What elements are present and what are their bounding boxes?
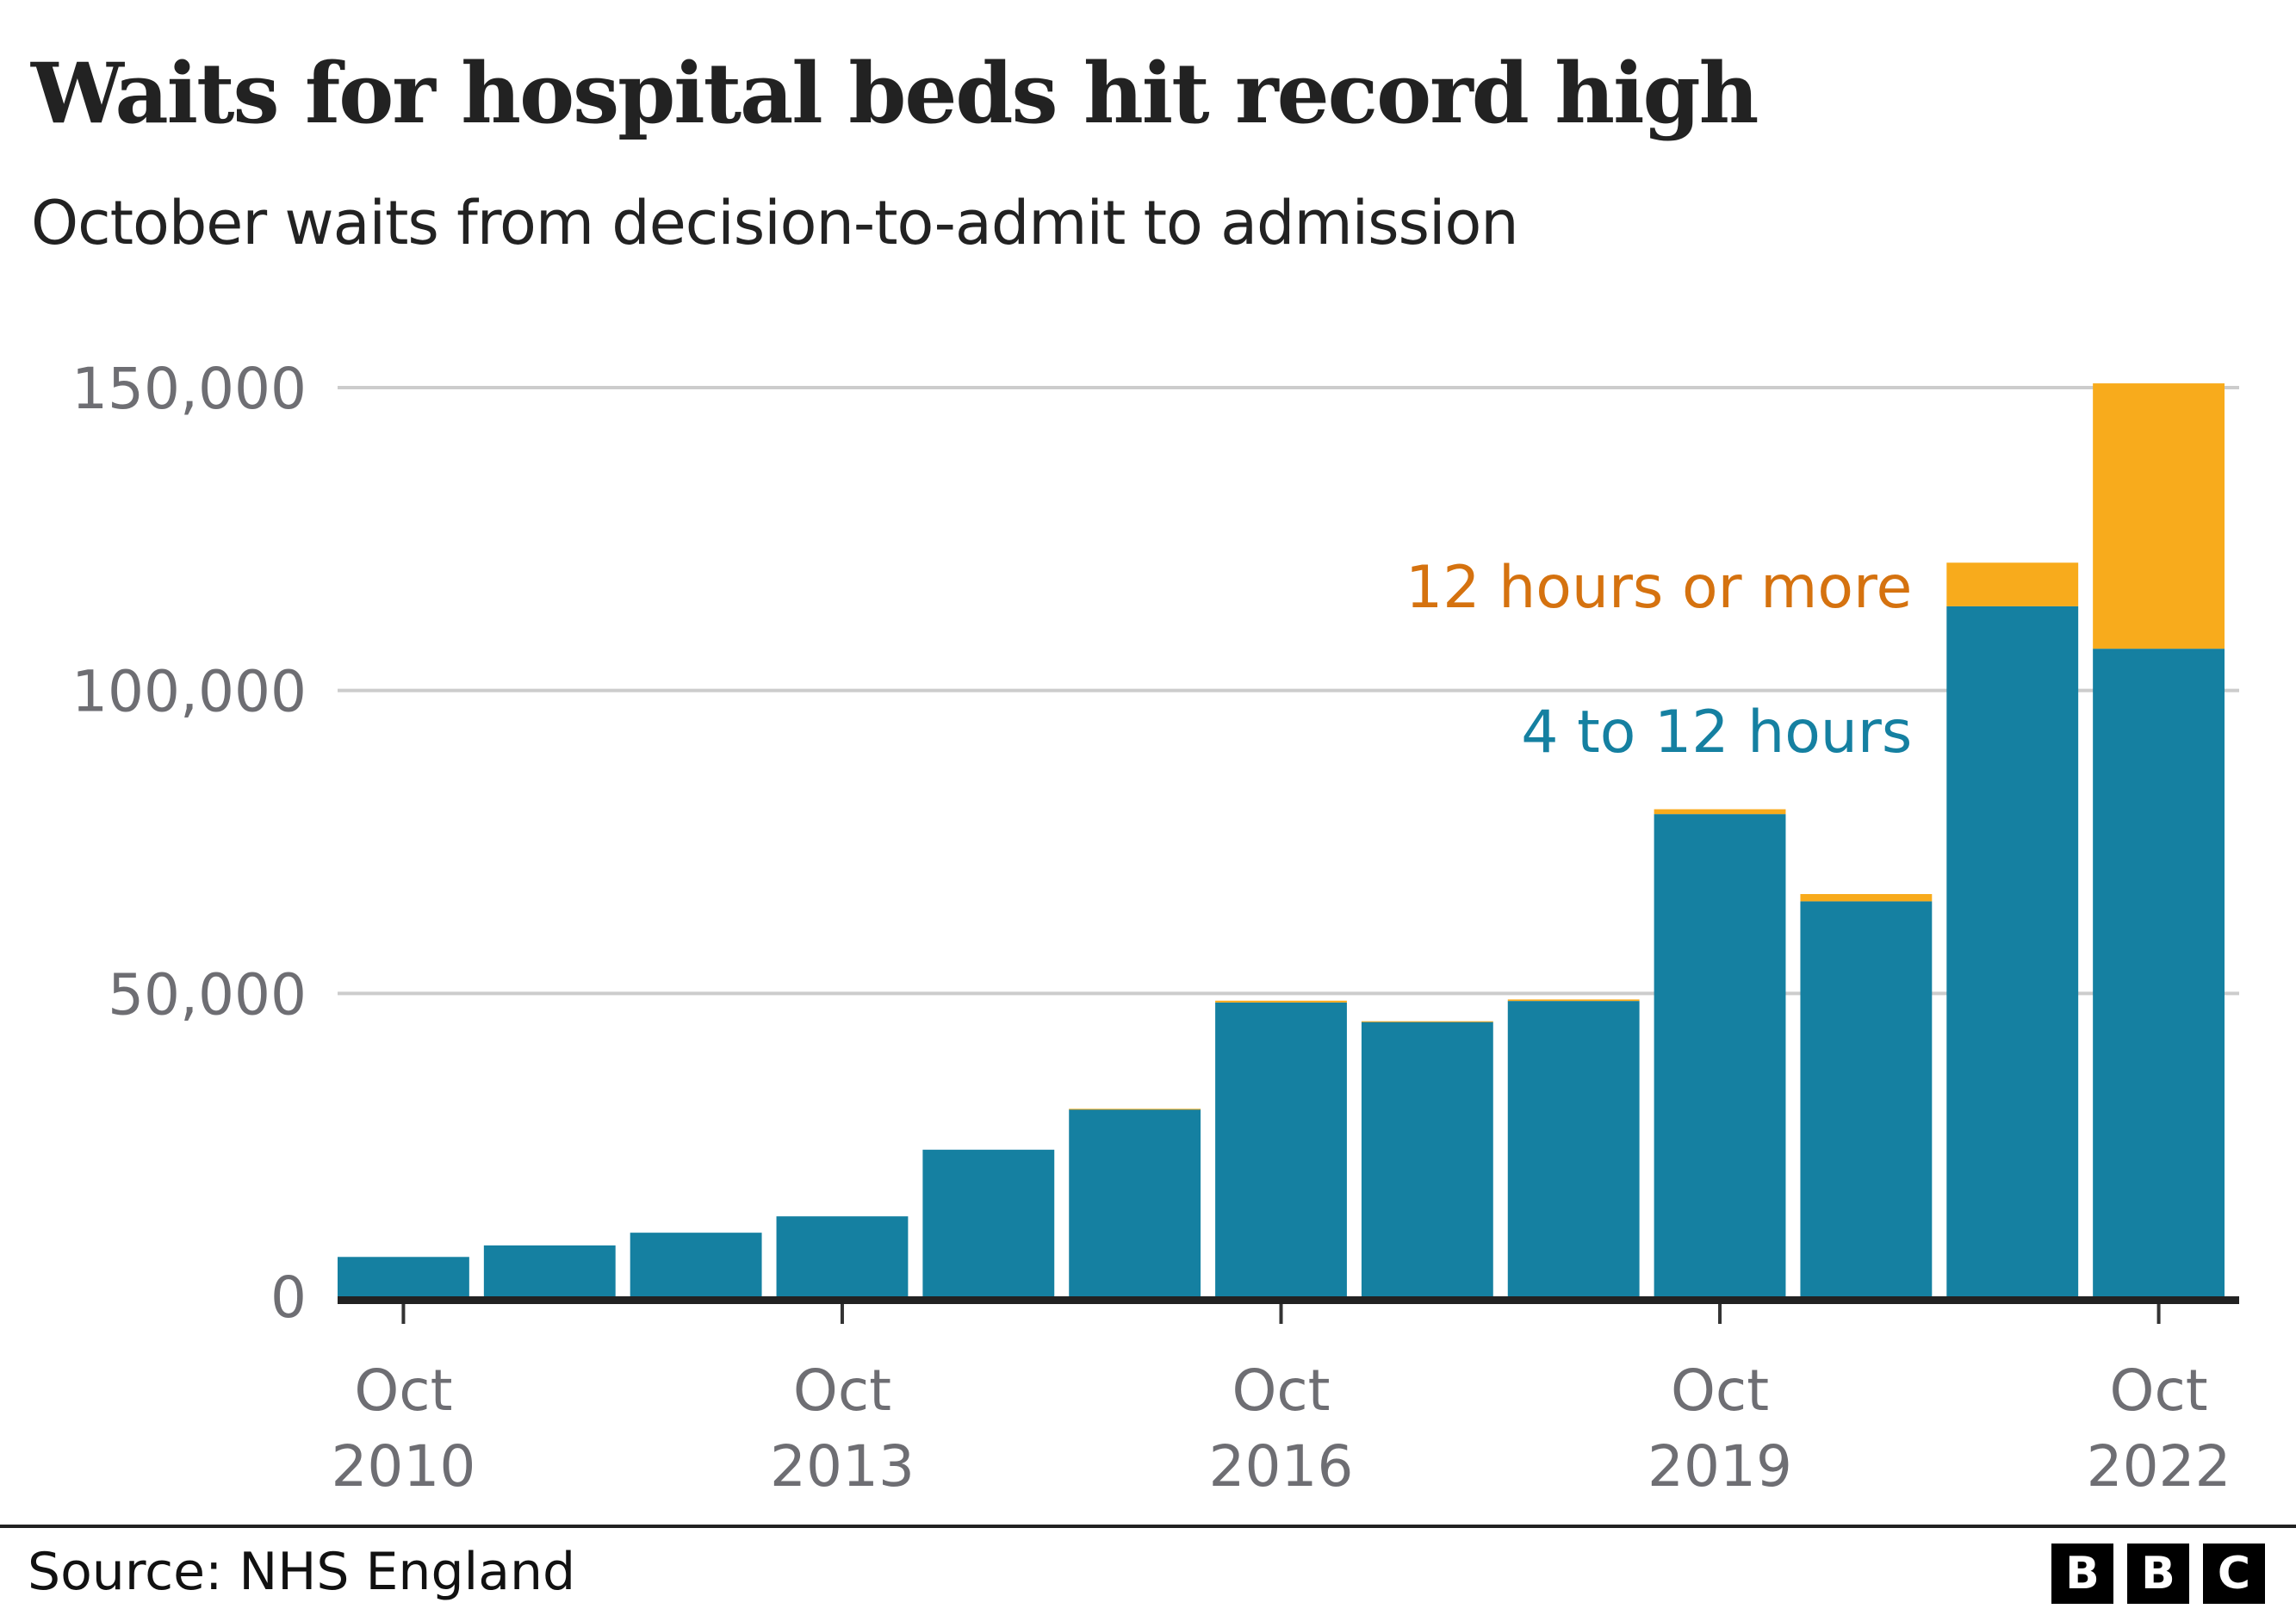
y-tick-label: 50,000 [108,961,307,1028]
bar-4-to-12-hours [338,1257,469,1296]
bar-12-hours-or-more [1946,562,2079,606]
bar-12-hours-or-more [1507,999,1640,1002]
bar-4-to-12-hours [1069,1109,1201,1296]
x-tick-label-month: Oct [1232,1357,1330,1424]
bar-4-to-12-hours [1654,814,1786,1296]
x-tick-label-month: Oct [2110,1357,2208,1424]
bar-4-to-12-hours [922,1149,1055,1296]
x-tick-label-year: 2010 [331,1433,475,1500]
x-axis-ticks: Oct 2010 Oct 2013 Oct 2016 Oct 2019 Oct 2022 [331,1304,2231,1500]
y-axis-ticks: 0 50,000 100,000 150,000 [71,356,307,1331]
bars [338,383,2225,1296]
bar-4-to-12-hours [1507,1001,1640,1296]
x-axis-line [338,1296,2239,1304]
bbc-logo-letter: C [2203,1544,2265,1604]
x-tick-label-year: 2019 [1648,1433,1792,1500]
x-tick-label-year: 2016 [1209,1433,1354,1500]
x-tick-label-year: 2022 [2087,1433,2231,1500]
bar-4-to-12-hours [2093,649,2225,1296]
chart-subtitle: October waits from decision-to-admit to … [31,188,1519,258]
bar-4-to-12-hours [1361,1022,1493,1296]
bar-4-to-12-hours [630,1233,762,1296]
bar-12-hours-or-more [1654,809,1786,815]
x-axis [338,1296,2239,1304]
bar-4-to-12-hours [776,1216,909,1296]
y-tick-label: 100,000 [71,659,307,725]
bar-4-to-12-hours [483,1245,616,1296]
bbc-logo-letter: B [2127,1544,2189,1604]
legend-label-12-hours-or-more: 12 hours or more [1406,554,1912,622]
source-note: Source: NHS England [28,1542,576,1602]
bar-12-hours-or-more [2093,383,2225,649]
bar-4-to-12-hours [1800,901,1933,1296]
bbc-logo-letter: B [2051,1544,2113,1604]
chart-title: Waits for hospital beds hit record high [31,45,1759,142]
bar-4-to-12-hours [1215,1002,1347,1296]
x-tick-label-year: 2013 [770,1433,915,1500]
x-tick-label-month: Oct [793,1357,891,1424]
y-tick-label: 0 [270,1264,307,1331]
bar-12-hours-or-more [1215,1000,1347,1003]
x-tick-label-month: Oct [1671,1357,1769,1424]
bar-4-to-12-hours [1946,606,2079,1296]
bar-12-hours-or-more [1800,893,1933,902]
inline-legend: 12 hours or more 4 to 12 hours [1406,554,1912,767]
legend-label-4-to-12-hours: 4 to 12 hours [1521,699,1912,767]
bbc-logo: B B C [2051,1544,2265,1604]
x-tick-label-month: Oct [354,1357,452,1424]
y-tick-label: 150,000 [71,356,307,422]
stacked-bar-chart: 0 50,000 100,000 150,000 Oct 2010 Oct 2013 Oct 2… [71,356,2239,1500]
footer-divider [0,1525,2296,1528]
